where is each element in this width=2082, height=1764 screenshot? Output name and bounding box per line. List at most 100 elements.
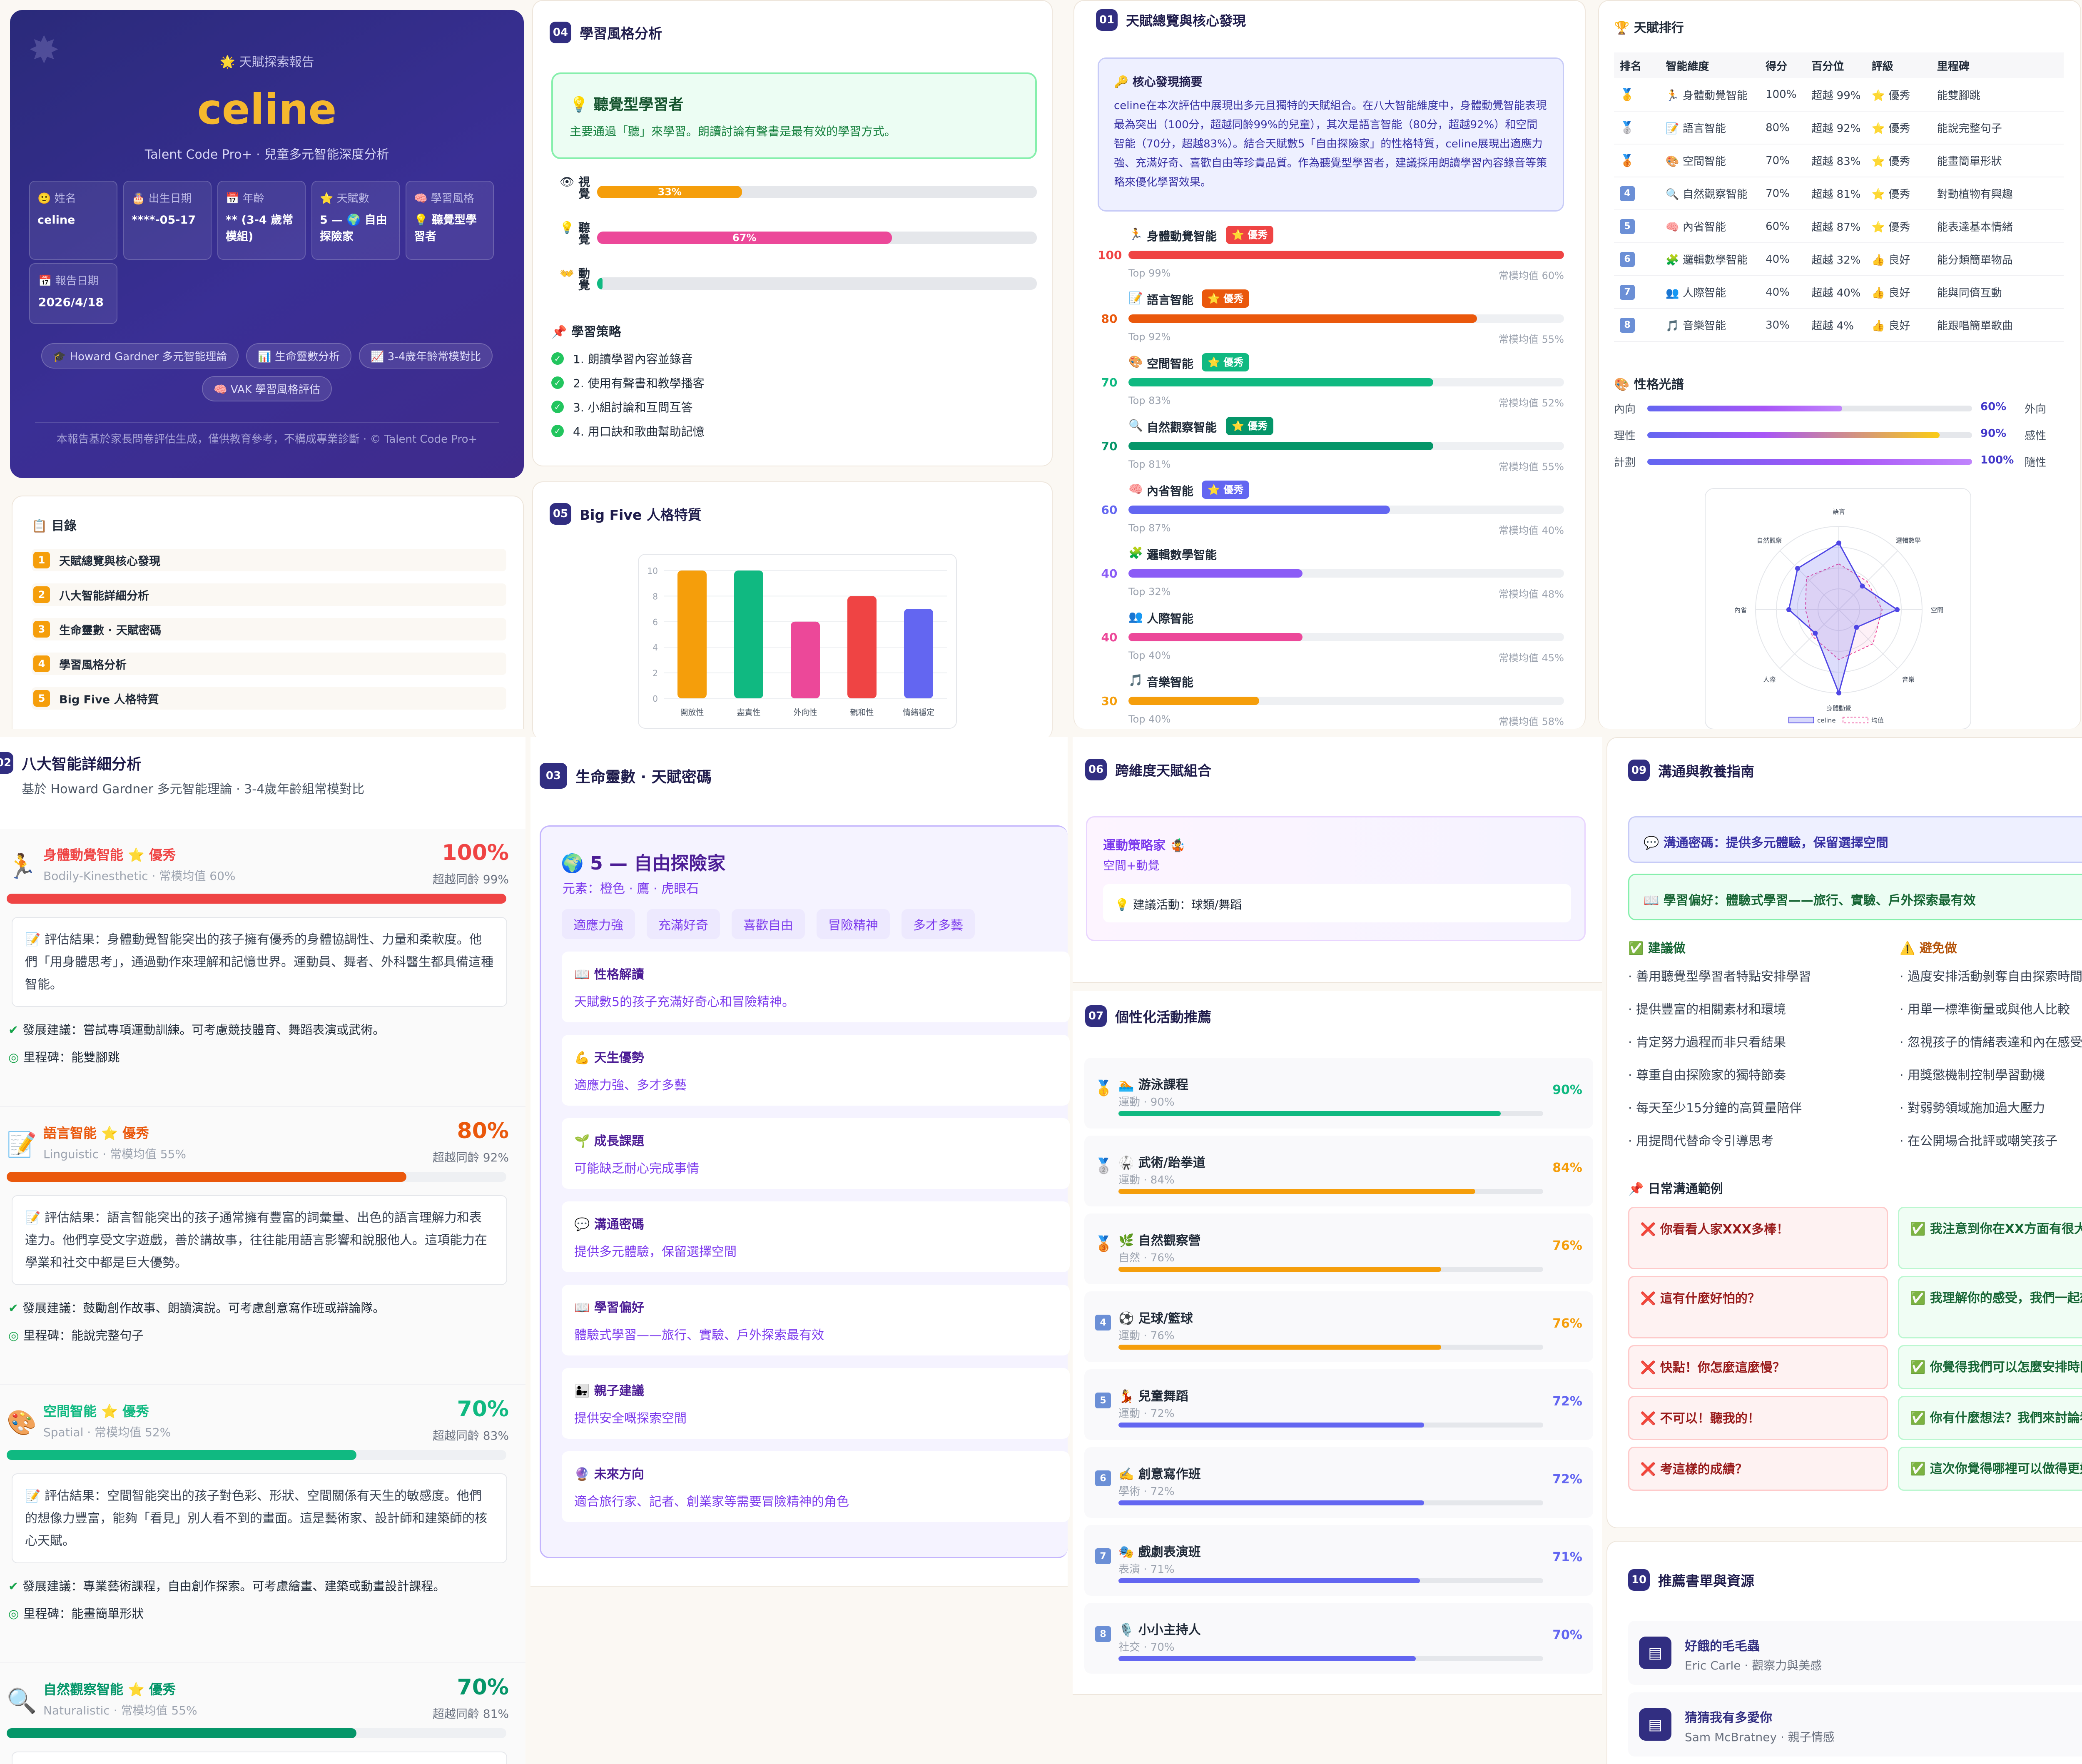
intel-score: 40: [1101, 630, 1118, 644]
table-cell: 👥 人際智能: [1660, 276, 1760, 309]
activity-item[interactable]: 🥈 🥋 武術/跆拳道 運動 · 84% 84%: [1084, 1136, 1593, 1206]
radar-axis: [1838, 609, 1898, 669]
toc-item[interactable]: 3 生命靈數 · 天賦密碼: [32, 618, 506, 640]
dont-item: · 過度安排活動剝奪自由探索時間: [1900, 969, 2082, 984]
strategy-list: ✓ 1. 朗讀學習內容並錄音 ✓ 2. 使用有聲書和教學播客 ✓ 3. 小組討論和互問互答…: [551, 346, 705, 443]
spectrum-row: 理性 90% 感性: [1614, 427, 2064, 454]
activity-item[interactable]: 🥇 🏊 游泳課程 運動 · 90% 90%: [1084, 1058, 1593, 1129]
numerology-info-card: 📖 性格解讀 天賦數5的孩子充滿好奇心和冒險精神。: [562, 952, 1070, 1022]
do-item: · 肯定努力過程而非只看結果: [1628, 1035, 1786, 1050]
book-item[interactable]: ▤ 猜猜我有多愛你 Sam McBratney · 親子情感: [1628, 1692, 2082, 1757]
section-title: 八大智能詳細分析: [22, 756, 142, 773]
hero-fact-card: ⭐ 天賦數 5 — 🌍 自由探險家: [311, 181, 400, 260]
table-cell: 80%: [1760, 111, 1806, 144]
activity-item[interactable]: 6 ✍️ 創意寫作班 學術 · 72% 72%: [1084, 1447, 1593, 1518]
intel-milestone: ◎ 里程碑：能說完整句子: [8, 1326, 144, 1343]
radar-point: [1895, 607, 1900, 612]
spectrum-value: 90%: [1980, 427, 2007, 440]
hero-tag: 🎓 Howard Gardner 多元智能理論: [41, 343, 239, 369]
table-cell: 60%: [1760, 210, 1806, 243]
activity-item[interactable]: 8 🎙️ 小小主持人 社交 · 70% 70%: [1084, 1603, 1593, 1674]
toc-item[interactable]: 2 八大智能詳細分析: [32, 583, 506, 606]
target-icon: ◎: [8, 1607, 23, 1621]
table-cell: ⭐ 優秀: [1866, 210, 1931, 243]
spectrum-fill: [1647, 459, 1972, 465]
intel-bar-fill: [1128, 633, 1303, 641]
vak-bar-track: [597, 277, 1037, 290]
intel-detail-card: 📝 語言智能 ⭐ 優秀 Linguistic · 常模均值 55% 80% 超越同齡 9…: [0, 1107, 525, 1385]
intel-detail-track: [7, 1450, 506, 1460]
overview-item: 🔍 自然觀察智能 ⭐ 優秀 70 Top 81% 常模均值 55%: [1098, 415, 1564, 479]
toc-item[interactable]: 4 學習風格分析: [32, 653, 506, 675]
intel-top: Top 40%: [1128, 650, 1171, 661]
check-icon: ✓: [551, 401, 564, 413]
hero-fact-label: 學習風格: [431, 192, 474, 205]
intel-bar-fill: [1128, 378, 1434, 386]
intel-detail-card: 🏃 身體動覺智能 ⭐ 優秀 Bodily-Kinesthetic · 常模均值 60…: [0, 829, 525, 1107]
bigfive-chart-frame: 0 2 4 6 8 10 開放性 盡責性 外向性 親和性 情緒穩定: [638, 554, 957, 729]
activity-rank: 4: [1095, 1315, 1111, 1330]
intel-name: 音樂智能: [1147, 675, 1194, 689]
learning-style-card: 04 學習風格分析 💡 聽覺型學習者 主要通過「聽」來學習。朗讀討論有聲書是最有效…: [532, 0, 1053, 466]
activity-track: [1118, 1578, 1543, 1583]
numerology-card-title: 📖 性格解讀: [574, 967, 644, 982]
rating-badge: ⭐ 優秀: [1202, 353, 1250, 371]
spectrum-title: 性格光譜: [1634, 377, 1684, 392]
intel-average: 常模均值 52%: [1499, 397, 1564, 409]
rank-badge: 8: [1620, 317, 1635, 333]
cell-text: 能與同儕互動: [1937, 287, 2002, 299]
cell-text: 40%: [1766, 253, 1790, 266]
spectrum-left-label: 內向: [1614, 403, 1636, 416]
books-card: 10 推薦書單與資源 ▤ 好餓的毛毛蟲 Eric Carle · 觀察力與美感 ▤ 猜猜我…: [1606, 1541, 2082, 1764]
combo-card: 06 跨維度天賦組合 運動策略家 🤹 空間+動覺 💡 建議活動：球類/舞蹈: [1073, 737, 1602, 983]
overview-item: 🧠 內省智能 ⭐ 優秀 60 Top 87% 常模均值 40%: [1098, 479, 1564, 543]
intel-detail-name: 自然觀察智能 ⭐ 優秀: [43, 1682, 176, 1697]
intel-milestone-text: 里程碑：能畫簡單形狀: [23, 1607, 144, 1621]
activity-fill: [1118, 1656, 1416, 1661]
activities-card: 07 個性化活動推薦 🥇 🏊 游泳課程 運動 · 90% 90% 🥈 🥋 武術/跆拳道 運動 …: [1073, 991, 1602, 1695]
toc-list: 1 天賦總覽與核心發現 2 八大智能詳細分析 3 生命靈數 · 天賦密碼 4 學習風格分析 5 B…: [32, 549, 506, 722]
radar-axis-label: 音樂: [1902, 676, 1915, 683]
hero-fact-value: 5 — 🌍 自由探險家: [320, 214, 387, 243]
toc-item[interactable]: 1 天賦總覽與核心發現: [32, 549, 506, 571]
target-icon: ◎: [8, 1050, 23, 1064]
intel-advice: ✔ 發展建議：專業藝術課程，自由創作探索。可考慮繪畫、建築或動畫設計課程。: [8, 1577, 445, 1594]
table-cell: 👍 良好: [1866, 309, 1931, 341]
activity-item[interactable]: 🥉 🌿 自然觀察營 自然 · 76% 76%: [1084, 1213, 1593, 1284]
radar-axis-label: 內省: [1734, 606, 1747, 614]
activity-item[interactable]: 5 💃 兒童舞蹈 運動 · 72% 72%: [1084, 1369, 1593, 1440]
intel-icon: 🎨: [1666, 155, 1683, 168]
book-item[interactable]: ▤ 好餓的毛毛蟲 Eric Carle · 觀察力與美感: [1628, 1621, 2082, 1685]
tag-icon: 📊: [258, 351, 275, 363]
bigfive-bar: [847, 596, 877, 698]
guide-item-text: 善用聽覺型學習者特點安排學習: [1636, 969, 1811, 984]
numerology-info-card: 🌱 成長課題 可能缺乏耐心完成事情: [562, 1118, 1070, 1189]
numerology-cards: 📖 性格解讀 天賦數5的孩子充滿好奇心和冒險精神。 💪 天生優勢 適應力強、多才多藝 🌱…: [562, 952, 1070, 1535]
good-example: ✅ 我理解你的感受，我們一起想辦法嗎？: [1898, 1276, 2082, 1338]
section-title: 溝通與教養指南: [1658, 763, 1754, 780]
radar-axis: [1779, 550, 1839, 610]
activity-item[interactable]: 4 ⚽ 足球/籃球 運動 · 76% 76%: [1084, 1291, 1593, 1362]
vak-bar-track: 67%: [597, 232, 1037, 244]
toc-number: 3: [33, 621, 50, 638]
table-row: 5 🧠 內省智能 60% 超越 87% ⭐ 優秀 能表達基本情緒: [1614, 210, 2064, 243]
rank-badge: 4: [1620, 186, 1635, 201]
activity-item[interactable]: 7 🎭 戲劇表演班 表演 · 71% 71%: [1084, 1525, 1593, 1596]
intel-icon: 🎨: [1128, 355, 1143, 369]
book-list: ▤ 好餓的毛毛蟲 Eric Carle · 觀察力與美感 ▤ 猜猜我有多愛你 Sam Mc…: [1628, 1621, 2082, 1764]
overview-item: 🧩 邏輯數學智能 40 Top 32% 常模均值 48%: [1098, 543, 1564, 606]
intel-icon: 🧩: [1666, 254, 1683, 267]
intel-detail-track: [7, 1728, 506, 1738]
trophy-icon: 🏆: [1614, 21, 1630, 35]
activity-fill: [1118, 1111, 1501, 1116]
cake-icon: 🎂: [132, 192, 149, 205]
intel-detail-score: 70%: [457, 1675, 509, 1700]
strategy-text: 4. 用口訣和歌曲幫助記憶: [573, 425, 705, 439]
toc-item[interactable]: 5 Big Five 人格特質: [32, 687, 506, 710]
hero-fact-card: 🧠 學習風格 💡 聽覺型學習者: [406, 181, 494, 260]
bad-examples: ❌ 你看看人家XXX多棒！ ❌ 這有什麼好怕的？ ❌ 快點！你怎麼這麼慢？ ❌ 不可以…: [1628, 1207, 1888, 1497]
strategy-item: ✓ 3. 小組討論和互問互答: [551, 395, 705, 419]
intel-detail-fill: [7, 1728, 356, 1738]
rank-badge: 7: [1620, 284, 1635, 300]
table-header-cell: 排名: [1620, 60, 1642, 73]
